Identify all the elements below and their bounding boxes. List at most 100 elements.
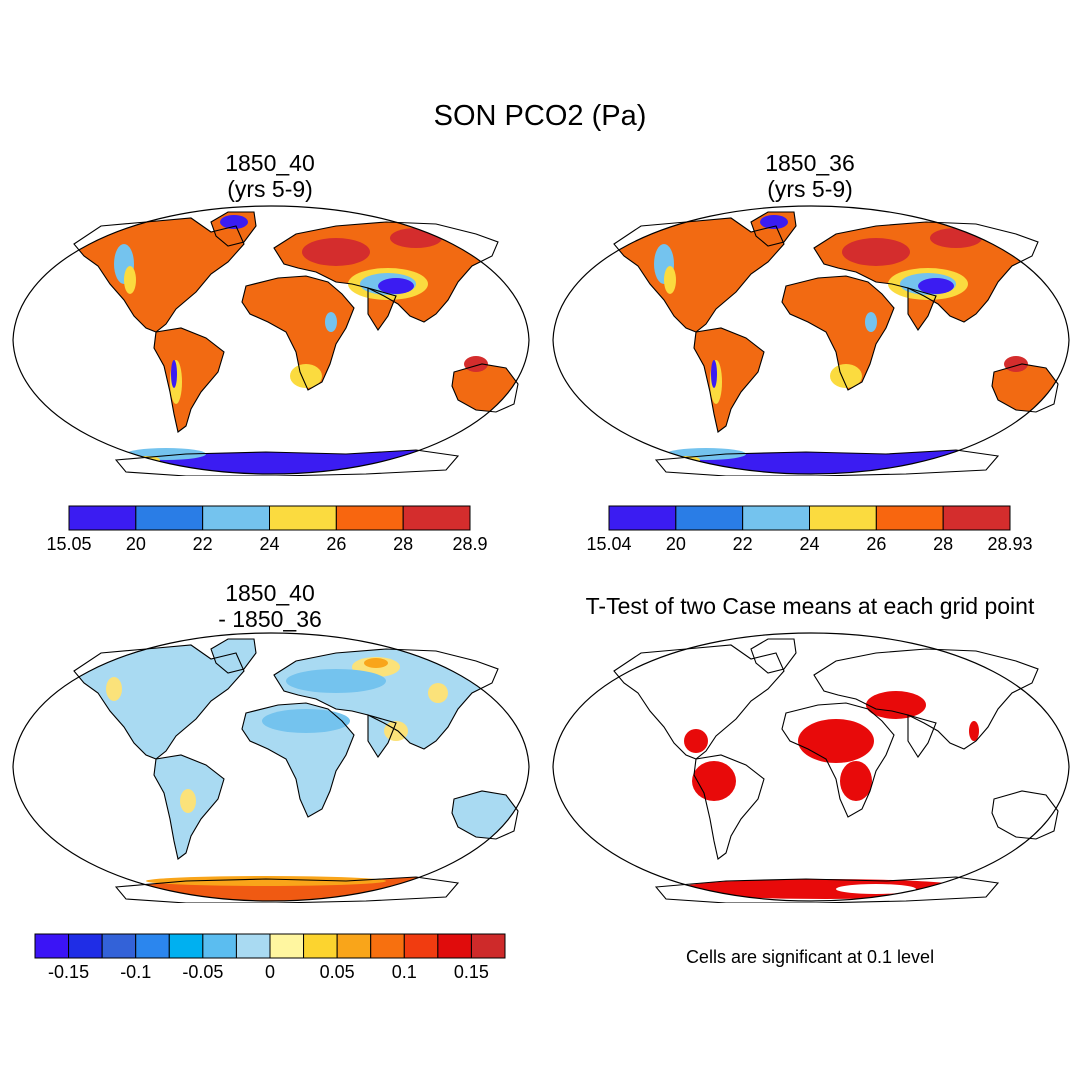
positive-region-namerica — [106, 677, 122, 701]
colorbar-tick-label: 28 — [933, 534, 953, 554]
coastline-samerica — [153, 327, 225, 433]
colorbar-tick-label: 0.15 — [454, 962, 489, 982]
colorbar-box — [168, 933, 204, 959]
coastline-australia — [991, 790, 1059, 840]
coastline-eurasia — [813, 221, 1039, 323]
high-region-siberia — [842, 238, 910, 266]
panel-title-line1: 1850_36 — [765, 150, 855, 176]
coastline-australia — [451, 363, 519, 413]
land-africa — [242, 276, 354, 390]
coastline-eurasia — [273, 648, 499, 750]
coastline-greenland — [210, 638, 257, 674]
map-ocean — [553, 633, 1069, 901]
map-frame — [12, 632, 530, 902]
colorbar-tick-label: 0.05 — [320, 962, 355, 982]
colorbar-box — [68, 505, 137, 531]
negative-region-sahara — [262, 709, 350, 733]
coastline-samerica — [693, 754, 765, 860]
colorbar-box — [34, 933, 70, 959]
coastline-india — [367, 714, 397, 758]
sig-region-antarctica — [676, 879, 976, 899]
sig-region-central-america — [684, 729, 708, 753]
colorbar-box — [402, 505, 471, 531]
colorbar-box — [335, 505, 404, 531]
coastline-samerica — [153, 754, 225, 860]
lowest-region-tibet — [918, 278, 954, 294]
negative-region-eurasia — [286, 669, 386, 693]
panel-title-line1: 1850_40 — [225, 580, 315, 606]
lowest-region-greenland — [220, 215, 248, 229]
panel-title-case2: 1850_36 (yrs 5-9) — [660, 150, 960, 202]
map-frame — [12, 205, 530, 475]
colorbar-tick-label: 20 — [126, 534, 146, 554]
map-diff — [12, 632, 530, 903]
colorbar-box — [135, 933, 170, 959]
colorbar-box — [202, 933, 237, 959]
coastline-greenland — [750, 211, 797, 247]
coastline-samerica — [693, 327, 765, 433]
colorbar-case1: 15.05 20 22 24 26 28 28.9 — [46, 505, 488, 554]
colorbar-tick-label: 15.05 — [46, 534, 91, 554]
coastline-africa — [241, 702, 355, 818]
colorbar-tick-label: 28 — [393, 534, 413, 554]
colorbar-box — [269, 933, 305, 959]
sig-region-southeast-asia — [969, 721, 979, 741]
colorbar-tick-label: 26 — [326, 534, 346, 554]
mid-region-rockies — [664, 266, 676, 294]
panel-title-line1: T-Test of two Case means at each grid po… — [585, 593, 1035, 619]
colorbar-tick-label: -0.1 — [120, 962, 151, 982]
low-region-east-africa — [865, 312, 877, 332]
lowest-region-andes — [171, 360, 177, 388]
map-frame — [552, 205, 1070, 475]
panel-title-line2: (yrs 5-9) — [227, 176, 313, 202]
map-ttest — [552, 632, 1070, 903]
coastline-india — [907, 714, 937, 758]
colorbar-box — [269, 505, 337, 531]
colorbar-box — [336, 933, 372, 959]
colorbar-box — [101, 933, 137, 959]
sig-region-amazon — [692, 761, 736, 801]
low-region-east-africa — [325, 312, 337, 332]
colorbar-tick-label: -0.05 — [182, 962, 223, 982]
coastline-india — [907, 287, 937, 331]
high-region-east-siberia — [930, 228, 982, 248]
colorbar-box — [742, 505, 811, 531]
coastline-greenland — [210, 211, 257, 247]
coastline-africa — [241, 275, 355, 391]
mid-region-south-africa — [830, 364, 862, 388]
colorbar-tick-label: 24 — [259, 534, 279, 554]
colorbar-box — [135, 505, 204, 531]
colorbar-box — [370, 933, 405, 959]
land-greenland — [211, 639, 256, 673]
colorbar-box — [303, 933, 338, 959]
coastline-eurasia — [813, 648, 1039, 750]
land-namerica — [74, 645, 244, 759]
map-frame — [552, 632, 1070, 902]
land-namerica — [74, 218, 244, 332]
mid-region-rockies — [124, 266, 136, 294]
sig-region-central-africa — [840, 761, 872, 801]
low-region-antarctic-east — [412, 450, 460, 462]
nonsig-region-antarctica — [836, 884, 916, 894]
colorbar-box — [608, 505, 677, 531]
panel-title-diff: 1850_40 - 1850_36 — [120, 580, 420, 632]
colorbar-box — [437, 933, 472, 959]
land-namerica — [614, 218, 784, 332]
colorbar-tick-label: -0.15 — [48, 962, 89, 982]
colorbar-box — [235, 933, 271, 959]
strong-positive-siberia — [364, 658, 388, 668]
colorbar-box — [202, 505, 271, 531]
colorbar-box — [809, 505, 877, 531]
sig-region-arabia-iran — [866, 691, 926, 719]
colorbar-box — [875, 505, 944, 531]
coastline-namerica — [613, 217, 785, 333]
significance-note: Cells are significant at 0.1 level — [685, 947, 935, 967]
colorbar-tick-label: 22 — [733, 534, 753, 554]
colorbar-tick-label: 22 — [193, 534, 213, 554]
lowest-region-greenland — [760, 215, 788, 229]
coastline-namerica — [613, 644, 785, 760]
colorbar-diff: -0.15 -0.1 -0.05 0 0.05 0.1 0.15 — [34, 933, 506, 982]
colorbar-tick-label: 0 — [265, 962, 275, 982]
panel-title-ttest: T-Test of two Case means at each grid po… — [540, 593, 1080, 619]
figure-title: SON PCO2 (Pa) — [433, 100, 647, 132]
